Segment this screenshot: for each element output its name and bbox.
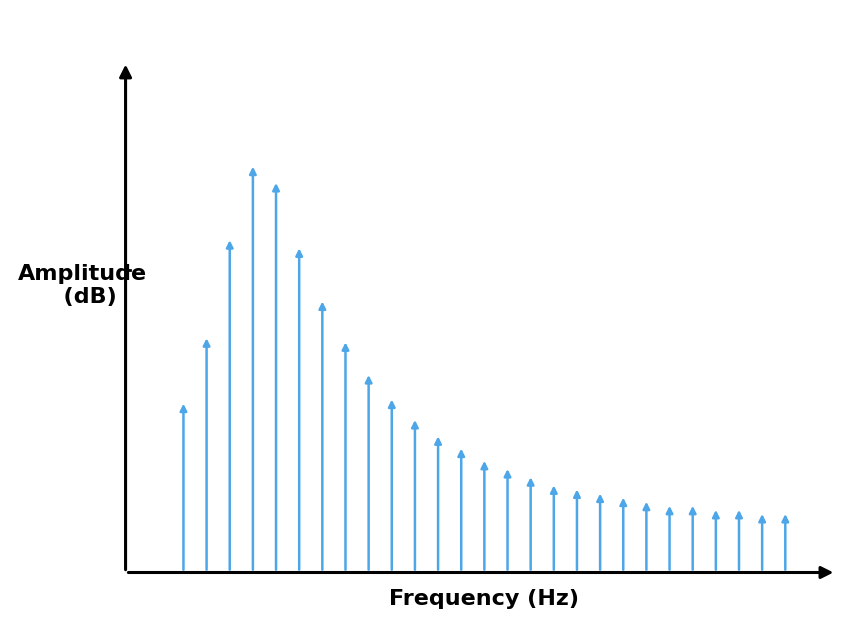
Y-axis label: Amplitude
  (dB): Amplitude (dB)	[18, 264, 147, 307]
X-axis label: Frequency (Hz): Frequency (Hz)	[390, 589, 580, 609]
